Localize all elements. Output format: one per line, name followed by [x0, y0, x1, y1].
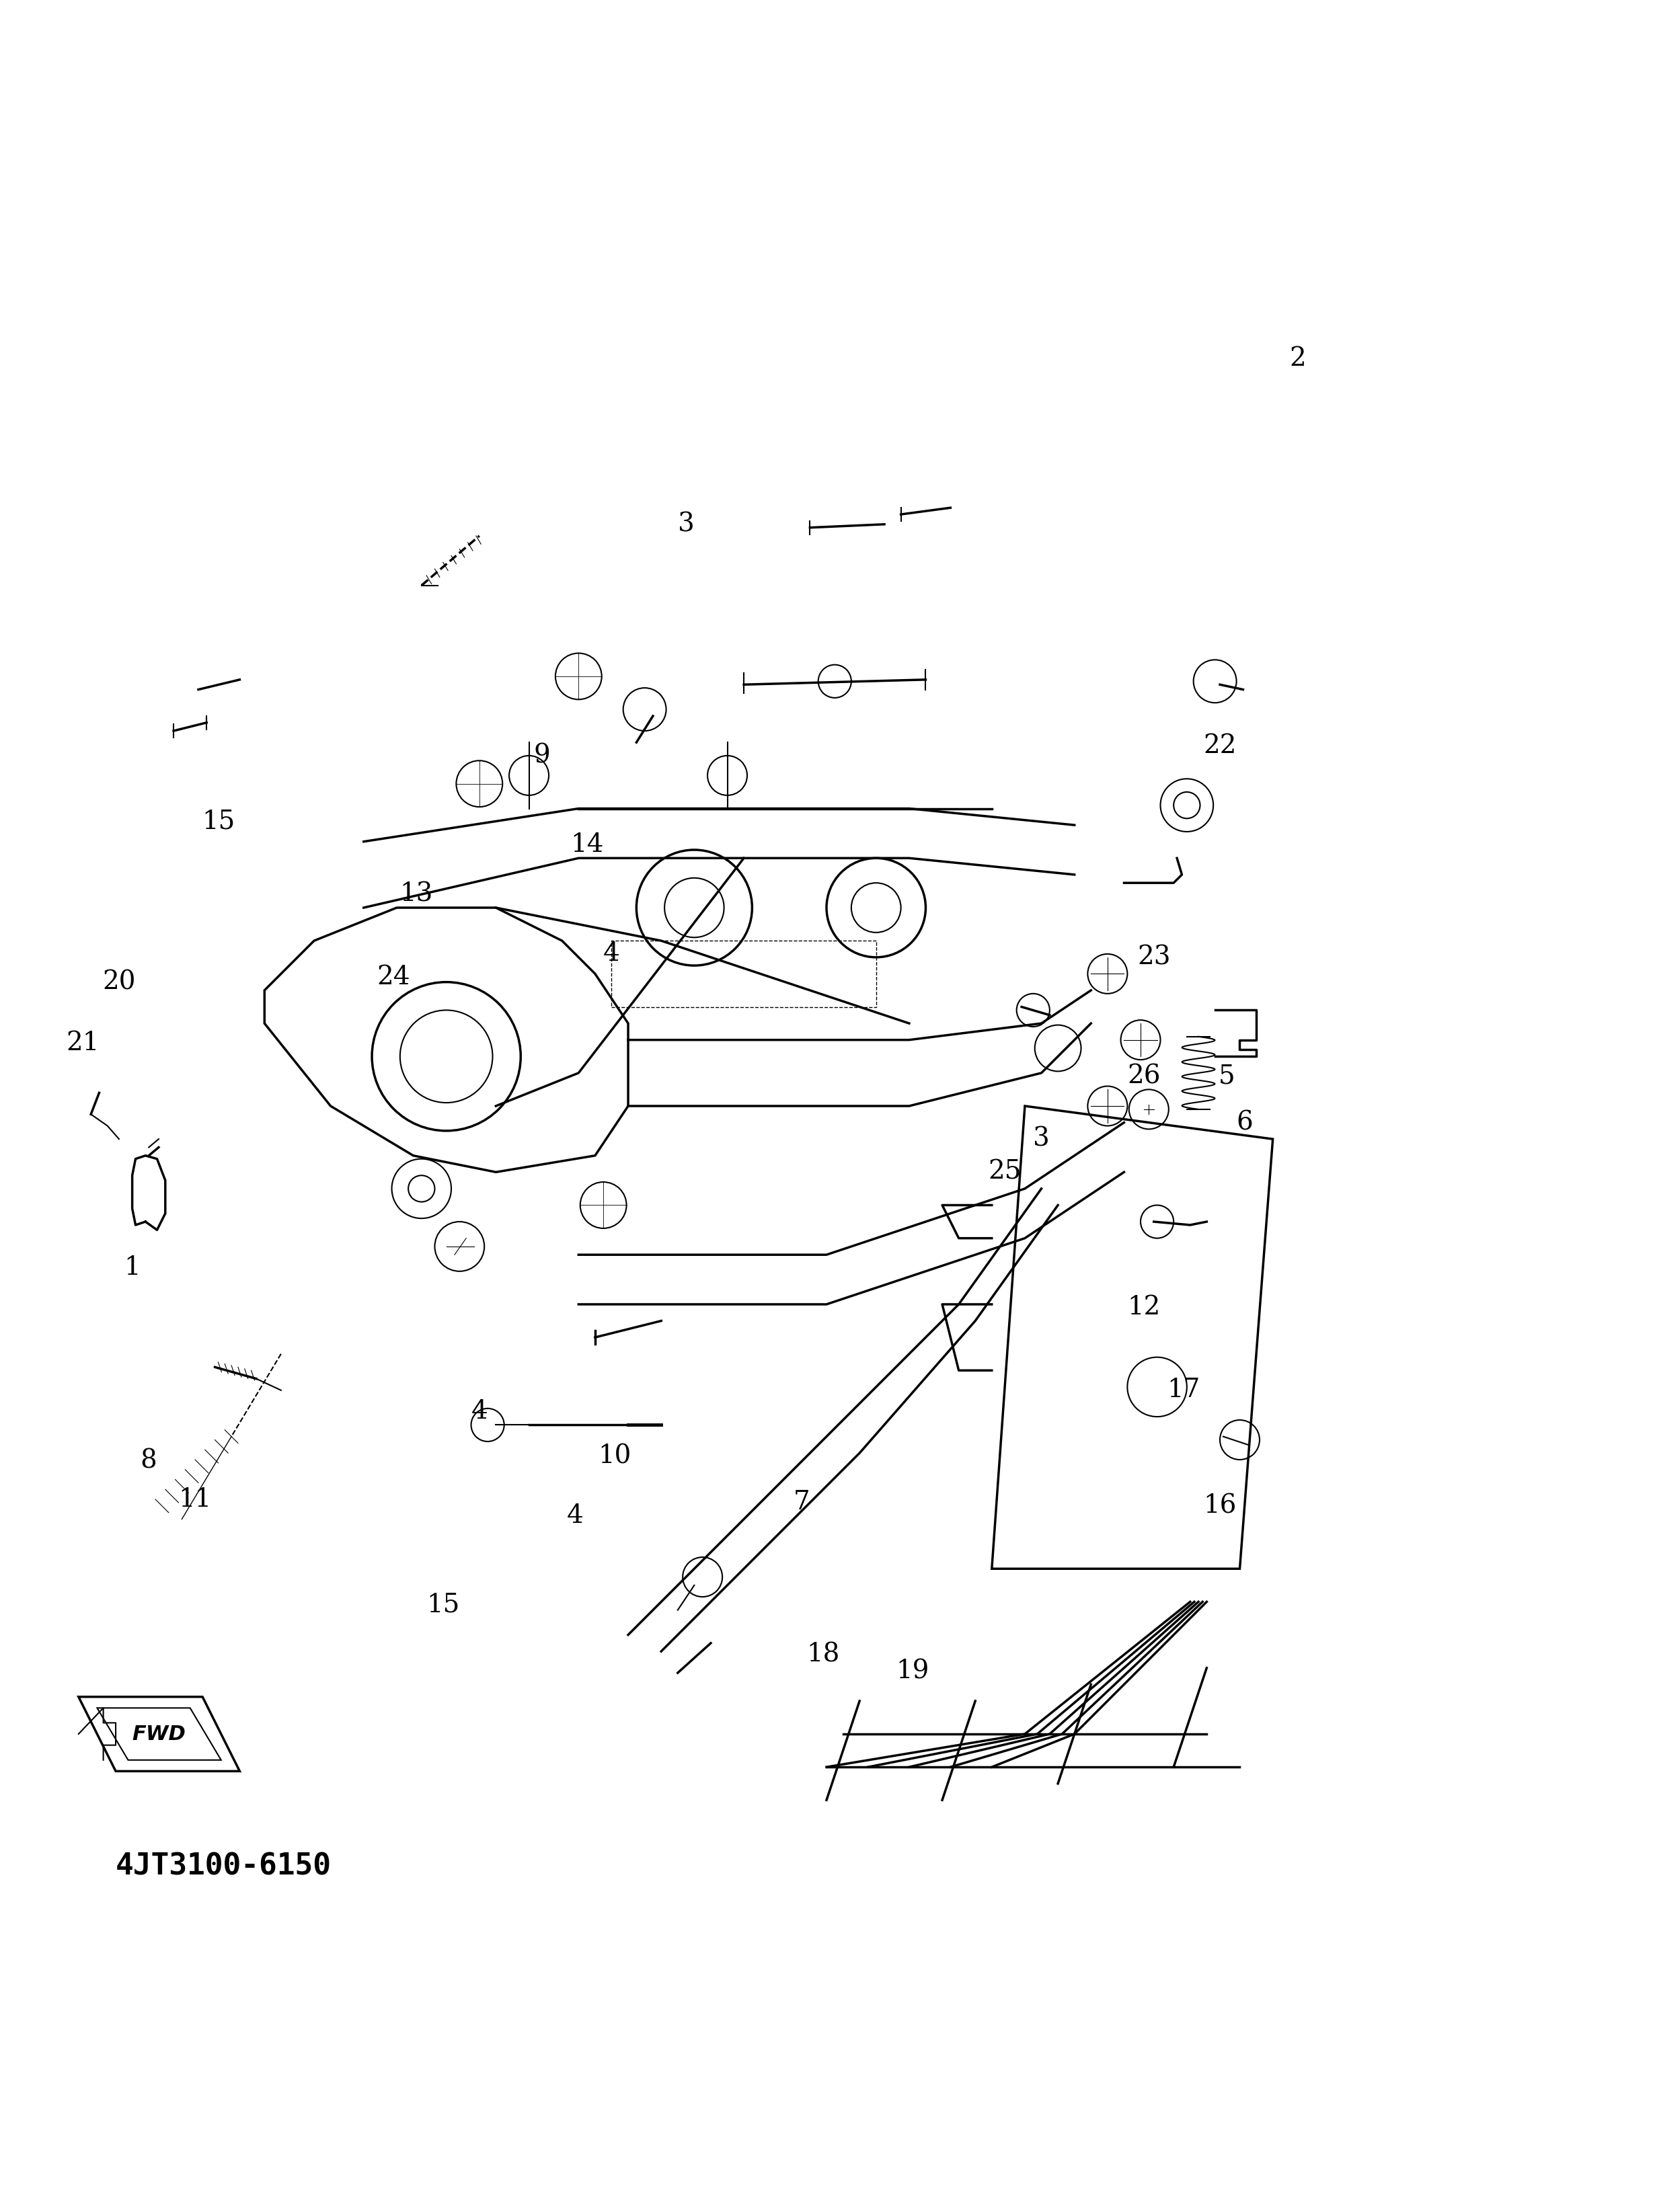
- Text: 4: 4: [567, 1504, 584, 1528]
- Text: 16: 16: [1203, 1493, 1236, 1517]
- Text: 5: 5: [1218, 1064, 1235, 1088]
- Bar: [612, 940, 876, 1006]
- Text: 19: 19: [896, 1659, 929, 1683]
- Text: 11: 11: [179, 1486, 212, 1511]
- Text: 4: 4: [603, 942, 620, 967]
- Text: 17: 17: [1167, 1378, 1200, 1402]
- Text: 25: 25: [988, 1159, 1022, 1186]
- Text: 26: 26: [1127, 1064, 1160, 1088]
- Text: 21: 21: [66, 1031, 99, 1055]
- Text: 13: 13: [400, 883, 433, 907]
- Text: 3: 3: [1033, 1126, 1050, 1152]
- Circle shape: [509, 757, 549, 796]
- Text: 20: 20: [102, 969, 136, 995]
- Text: 4: 4: [471, 1400, 488, 1425]
- Text: 14: 14: [570, 832, 603, 858]
- Text: 9: 9: [534, 743, 550, 768]
- Text: 15: 15: [426, 1593, 460, 1617]
- Text: 4JT3100-6150: 4JT3100-6150: [116, 1851, 332, 1880]
- Text: 12: 12: [1127, 1296, 1160, 1321]
- Text: 2: 2: [1289, 347, 1306, 372]
- Circle shape: [707, 757, 747, 796]
- Text: 7: 7: [793, 1491, 810, 1515]
- Text: 22: 22: [1203, 734, 1236, 759]
- Text: 6: 6: [1236, 1110, 1253, 1135]
- Text: 8: 8: [141, 1449, 157, 1473]
- Text: 1: 1: [124, 1256, 141, 1281]
- Text: 10: 10: [598, 1444, 631, 1469]
- Text: 24: 24: [377, 964, 410, 989]
- Text: 3: 3: [678, 511, 694, 538]
- Text: 15: 15: [202, 810, 235, 834]
- Text: 23: 23: [1137, 945, 1170, 969]
- Text: 18: 18: [807, 1641, 840, 1668]
- Text: FWD: FWD: [132, 1723, 185, 1743]
